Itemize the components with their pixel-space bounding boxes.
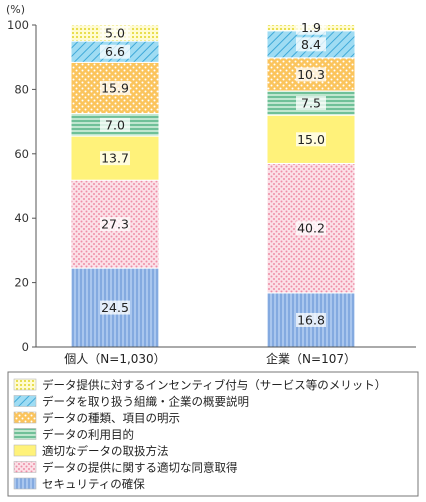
legend-label: データを取り扱う組織・企業の概要説明 bbox=[42, 395, 249, 409]
legend-label: データの利用目的 bbox=[42, 428, 134, 442]
x-tick-label: 個人（N=1,030） bbox=[64, 352, 165, 366]
y-tick-label: 40 bbox=[14, 211, 29, 225]
data-label: 8.4 bbox=[301, 37, 321, 52]
legend-label: データの種類、項目の明示 bbox=[42, 411, 180, 425]
bar-stack-0: 24.5 27.3 13.7 7.0 15.9 6.6 5.0 bbox=[70, 24, 160, 348]
data-label-backing bbox=[100, 26, 130, 41]
y-tick-label: 60 bbox=[14, 147, 29, 161]
legend-label: 適切なデータの取扱方法 bbox=[42, 444, 169, 458]
data-label: 16.8 bbox=[297, 312, 325, 327]
legend: データ提供に対するインセンティブ付与（サービス等のメリット） データを取り扱う組織… bbox=[7, 371, 419, 497]
data-label: 27.3 bbox=[101, 217, 129, 232]
data-label-backing bbox=[100, 44, 130, 59]
data-label: 7.5 bbox=[301, 96, 321, 111]
legend-swatch bbox=[13, 428, 37, 440]
x-tick-label: 企業（N=107） bbox=[266, 351, 356, 366]
bar-stack-1: 16.8 40.2 15.0 7.5 10.3 8.4 1.9 bbox=[266, 20, 356, 348]
data-label: 40.2 bbox=[297, 221, 325, 236]
y-tick-label: 0 bbox=[22, 340, 29, 354]
data-label-backing bbox=[296, 67, 326, 82]
data-label-backing bbox=[296, 221, 326, 236]
legend-item: 適切なデータの取扱方法 bbox=[13, 444, 169, 458]
legend-box bbox=[7, 371, 419, 497]
legend-label: データの提供に関する適切な同意取得 bbox=[42, 461, 238, 475]
y-axis-unit-label: (%) bbox=[6, 3, 25, 16]
data-label: 24.5 bbox=[101, 300, 129, 315]
legend-swatch bbox=[13, 395, 37, 407]
data-label-backing bbox=[100, 217, 130, 232]
legend-swatch bbox=[13, 378, 37, 391]
data-label-backing bbox=[100, 300, 130, 315]
data-label-backing bbox=[296, 20, 326, 35]
legend-item: データの提供に関する適切な同意取得 bbox=[13, 461, 238, 475]
data-label-backing bbox=[100, 117, 130, 132]
legend-label: データ提供に対するインセンティブ付与（サービス等のメリット） bbox=[42, 378, 386, 392]
bar-segment bbox=[266, 57, 356, 92]
data-label-backing bbox=[296, 37, 326, 52]
legend-item: データの種類、項目の明示 bbox=[13, 411, 180, 425]
data-label: 15.9 bbox=[101, 80, 129, 95]
y-axis: 0 20 40 60 80 100 bbox=[7, 18, 37, 354]
data-label: 13.7 bbox=[101, 151, 129, 166]
data-label: 10.3 bbox=[297, 67, 325, 82]
data-label: 15.0 bbox=[297, 132, 325, 147]
x-axis: 個人（N=1,030） 企業（N=107） bbox=[36, 346, 416, 366]
legend-item: データ提供に対するインセンティブ付与（サービス等のメリット） bbox=[13, 378, 386, 392]
legend-swatch bbox=[13, 411, 37, 424]
y-tick-label: 100 bbox=[7, 18, 29, 32]
legend-swatch bbox=[13, 477, 37, 490]
y-tick-label: 20 bbox=[14, 276, 29, 290]
legend-item: データの利用目的 bbox=[13, 428, 134, 442]
legend-swatch bbox=[13, 444, 37, 457]
legend-label: セキュリティの確保 bbox=[42, 477, 145, 491]
y-tick-label: 80 bbox=[14, 82, 29, 96]
data-label: 6.6 bbox=[105, 44, 125, 59]
bars: 24.5 27.3 13.7 7.0 15.9 6.6 5.0 16.8 40.2 15.0 7.5… bbox=[70, 20, 356, 348]
data-label: 5.0 bbox=[105, 26, 125, 41]
data-label: 1.9 bbox=[301, 20, 321, 35]
data-label: 7.0 bbox=[105, 117, 125, 132]
data-label-backing bbox=[296, 312, 326, 327]
legend-swatch bbox=[13, 461, 37, 473]
data-label-backing bbox=[100, 80, 130, 95]
data-label-backing bbox=[296, 96, 326, 111]
legend-item: データを取り扱う組織・企業の概要説明 bbox=[13, 395, 249, 409]
legend-item: セキュリティの確保 bbox=[13, 477, 145, 491]
data-label-backing bbox=[100, 151, 130, 166]
data-label-backing bbox=[296, 132, 326, 147]
